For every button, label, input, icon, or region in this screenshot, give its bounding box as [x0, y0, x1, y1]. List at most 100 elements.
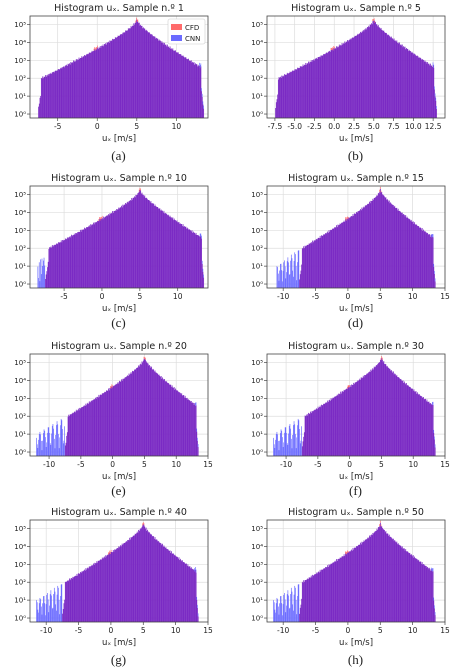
x-tick-label: 10 [172, 122, 182, 131]
y-tick-label: 10⁵ [251, 525, 263, 533]
subfigure-caption: (f) [349, 483, 362, 498]
histogram-chart-2: Histogram uₓ. Sample n.º 5 -7.5 -5.0 -2.5 0.… [251, 3, 446, 144]
chart-title: Histogram uₓ. Sample n.º 1 [54, 3, 184, 14]
histogram-bars [273, 520, 436, 622]
chart-title: Histogram uₓ. Sample n.º 40 [51, 507, 187, 518]
x-axis-label: uₓ [m/s] [102, 304, 136, 314]
x-tick-label: 0 [100, 292, 105, 301]
x-tick-label: 7.5 [388, 122, 400, 131]
x-tick-label: 0 [110, 460, 115, 469]
histogram-bars [275, 18, 437, 119]
y-tick-label: 10⁴ [251, 377, 263, 385]
x-axis-label: uₓ [m/s] [339, 472, 373, 482]
x-tick-label: -5 [75, 626, 83, 635]
y-tick-label: 10³ [251, 227, 263, 235]
y-tick-label: 10⁵ [251, 191, 263, 199]
legend-swatch [171, 24, 182, 30]
x-tick-label: 10.0 [405, 122, 422, 131]
y-tick-label: 10² [14, 413, 26, 421]
y-tick-label: 10² [14, 579, 26, 587]
x-tick-label: -5 [312, 626, 320, 635]
y-tick-label: 10¹ [14, 263, 26, 271]
x-tick-label: -5 [54, 122, 62, 131]
x-tick-label: 0 [346, 292, 351, 301]
x-axis-label: uₓ [m/s] [102, 472, 136, 482]
y-tick-label: 10⁴ [251, 209, 263, 217]
x-tick-label: 5 [134, 122, 139, 131]
y-tick-label: 10⁵ [251, 359, 263, 367]
subfigure-caption: (h) [347, 652, 364, 667]
y-tick-label: 10¹ [251, 263, 263, 271]
y-tick-label: 10⁴ [14, 543, 26, 551]
histogram-bars [37, 187, 205, 288]
x-tick-label: 2.5 [348, 122, 360, 131]
subfigure-caption: (e) [111, 483, 126, 498]
y-tick-label: 10⁰ [14, 281, 26, 289]
y-tick-label: 10⁴ [14, 209, 26, 217]
x-tick-label: -7.5 [268, 122, 283, 131]
y-tick-label: 10¹ [14, 597, 26, 605]
x-tick-label: 5 [141, 626, 146, 635]
legend: CFD CNN [167, 18, 206, 45]
histogram-chart-3: Histogram uₓ. Sample n.º 10 -5 0 5 10 10⁰ 10¹ 1… [14, 173, 209, 314]
histogram-bars [276, 186, 436, 288]
subfigure-caption: (g) [110, 652, 127, 667]
subfigure-caption: (c) [111, 315, 126, 330]
x-axis-label: uₓ [m/s] [339, 638, 373, 648]
x-tick-label: -10 [43, 460, 55, 469]
x-tick-label: -2.5 [307, 122, 322, 131]
y-tick-label: 10⁰ [251, 449, 263, 457]
x-tick-label: 0 [95, 122, 100, 131]
histogram-bars [273, 356, 436, 456]
y-tick-label: 10⁴ [14, 39, 26, 47]
y-tick-label: 10³ [14, 561, 26, 569]
x-tick-label: -5 [312, 292, 320, 301]
histogram-chart-1: Histogram uₓ. Sample n.º 1 -5 0 5 10 10⁰ 10¹ 10… [14, 3, 209, 144]
y-tick-label: 10¹ [251, 597, 263, 605]
x-tick-label: 5.0 [368, 122, 380, 131]
legend-label: CNN [185, 35, 200, 43]
y-tick-label: 10⁵ [14, 525, 26, 533]
y-tick-label: 10² [251, 75, 263, 83]
y-tick-label: 10² [251, 579, 263, 587]
y-tick-label: 10² [14, 75, 26, 83]
x-tick-label: 10 [408, 626, 418, 635]
histogram-bars [36, 356, 199, 456]
x-tick-label: 0 [109, 626, 114, 635]
y-tick-label: 10⁰ [251, 615, 263, 623]
legend-swatch [171, 35, 182, 41]
y-tick-label: 10⁵ [14, 21, 26, 29]
histogram-chart-8: Histogram uₓ. Sample n.º 50 -10 -5 0 5 10 15 10… [251, 507, 450, 648]
y-tick-label: 10³ [14, 395, 26, 403]
y-tick-label: 10³ [251, 561, 263, 569]
y-tick-label: 10¹ [251, 431, 263, 439]
x-tick-label: -5.0 [287, 122, 302, 131]
x-tick-label: 15 [203, 626, 213, 635]
y-tick-label: 10³ [251, 395, 263, 403]
histogram-chart-7: Histogram uₓ. Sample n.º 40 -10 -5 0 5 10 15 10… [14, 507, 213, 648]
y-tick-label: 10² [251, 413, 263, 421]
y-tick-label: 10⁵ [14, 191, 26, 199]
x-tick-label: 10 [408, 460, 418, 469]
y-tick-label: 10⁰ [251, 281, 263, 289]
x-tick-label: 5 [378, 292, 383, 301]
y-tick-label: 10³ [14, 57, 26, 65]
x-tick-label: -10 [40, 626, 52, 635]
y-tick-label: 10¹ [14, 93, 26, 101]
x-tick-label: 0 [346, 626, 351, 635]
y-tick-label: 10⁰ [14, 615, 26, 623]
histogram-chart-4: Histogram uₓ. Sample n.º 15 -10 -5 0 5 10 15 10… [251, 173, 450, 314]
y-tick-label: 10⁵ [14, 359, 26, 367]
x-tick-label: 15 [440, 292, 450, 301]
y-tick-label: 10⁴ [251, 543, 263, 551]
x-tick-label: 0.0 [328, 122, 340, 131]
x-tick-label: 10 [408, 292, 418, 301]
x-tick-label: 12.5 [425, 122, 442, 131]
chart-title: Histogram uₓ. Sample n.º 20 [51, 341, 187, 352]
x-axis-label: uₓ [m/s] [102, 134, 136, 144]
x-tick-label: -5 [60, 292, 68, 301]
chart-title: Histogram uₓ. Sample n.º 5 [291, 3, 421, 14]
x-tick-label: -10 [277, 626, 289, 635]
y-tick-label: 10⁰ [251, 111, 263, 119]
y-tick-label: 10¹ [251, 93, 263, 101]
